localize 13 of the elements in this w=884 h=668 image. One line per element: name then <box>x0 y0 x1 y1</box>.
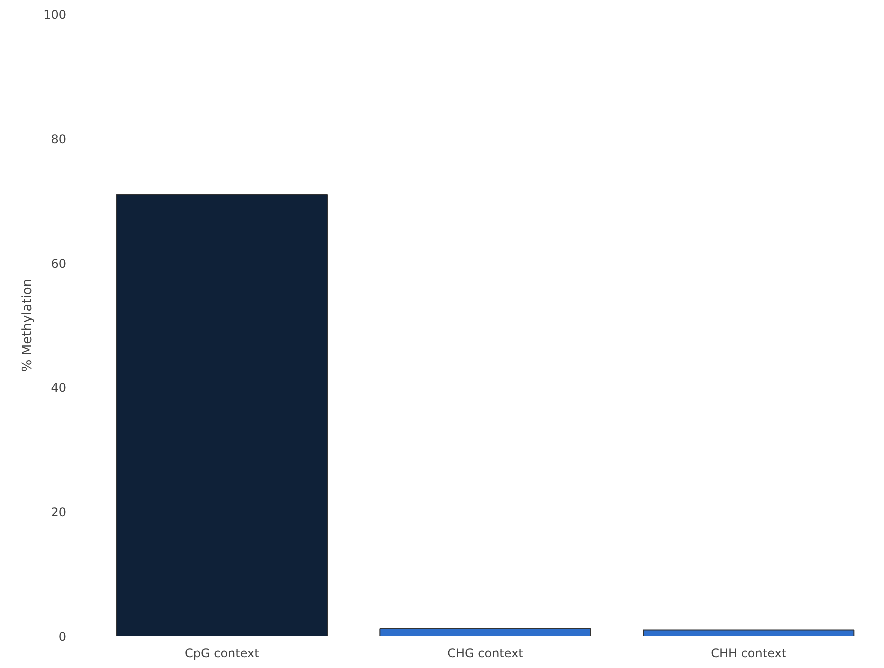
y-tick-label: 60 <box>51 256 67 271</box>
y-tick-label: 100 <box>44 8 66 22</box>
x-tick-label: CHG context <box>448 646 524 660</box>
bar <box>380 628 592 636</box>
y-tick-label: 80 <box>51 132 67 146</box>
x-tick-label: CHH context <box>711 646 787 660</box>
y-axis-title: % Methylation <box>20 278 36 372</box>
y-tick-label: 0 <box>58 630 67 644</box>
x-tick-label: CpG context <box>185 646 260 660</box>
bar <box>116 194 328 636</box>
y-tick-label: 40 <box>51 381 67 396</box>
y-tick-label: 20 <box>51 506 67 520</box>
bar <box>643 630 855 636</box>
